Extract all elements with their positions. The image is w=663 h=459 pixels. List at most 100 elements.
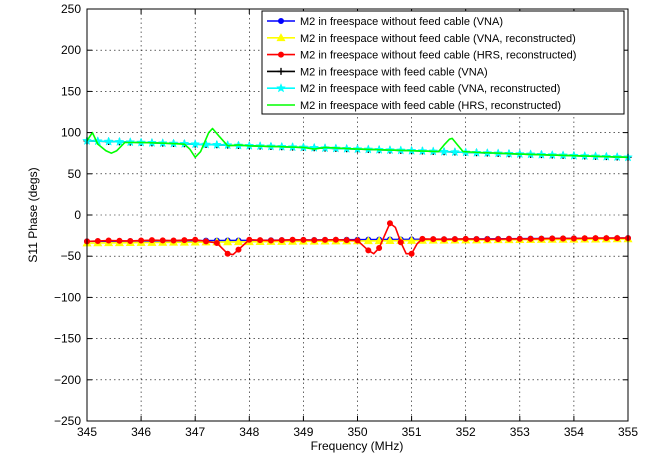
x-tick-label: 352 xyxy=(456,425,476,439)
data-point xyxy=(114,136,125,147)
data-point xyxy=(527,235,534,242)
legend-item: M2 in freespace without feed cable (HRS,… xyxy=(267,50,576,62)
y-tick-label: 200 xyxy=(61,43,81,57)
data-point xyxy=(277,67,285,75)
data-point xyxy=(538,235,545,242)
data-point xyxy=(430,236,437,243)
legend-item: M2 in freespace with feed cable (HRS, re… xyxy=(267,100,561,112)
data-point xyxy=(495,236,502,243)
data-point xyxy=(484,236,491,243)
x-tick-label: 348 xyxy=(239,425,259,439)
data-point xyxy=(592,235,599,242)
data-point xyxy=(473,236,480,243)
data-point xyxy=(311,237,318,244)
data-point xyxy=(451,236,458,243)
data-point xyxy=(235,246,242,253)
data-point xyxy=(614,235,621,242)
data-point xyxy=(300,236,307,243)
data-point xyxy=(170,237,177,244)
data-point xyxy=(354,237,361,244)
data-point xyxy=(397,239,404,246)
series-3 xyxy=(84,220,632,257)
data-point xyxy=(148,237,155,244)
data-point xyxy=(570,235,577,242)
x-tick-label: 350 xyxy=(347,425,367,439)
data-point xyxy=(505,235,512,242)
x-tick-label: 346 xyxy=(131,425,151,439)
data-point xyxy=(276,82,286,93)
data-point xyxy=(105,237,112,244)
legend-label: M2 in freespace without feed cable (VNA) xyxy=(300,16,503,28)
data-point xyxy=(181,237,188,244)
y-tick-label: 100 xyxy=(61,126,81,140)
legend-box xyxy=(261,10,625,115)
data-point xyxy=(322,236,329,243)
data-point xyxy=(276,33,286,42)
data-point xyxy=(376,244,383,251)
data-point xyxy=(233,237,243,246)
data-point xyxy=(439,146,450,156)
data-point xyxy=(159,237,166,244)
data-point xyxy=(278,237,285,244)
data-point xyxy=(408,250,415,257)
x-tick-label: 349 xyxy=(293,425,313,439)
data-point xyxy=(516,235,523,242)
data-point xyxy=(441,236,448,243)
legend-item: M2 in freespace with feed cable (VNA) xyxy=(267,66,488,78)
y-tick-label: 250 xyxy=(61,2,81,16)
y-tick-label: 0 xyxy=(74,208,81,222)
data-point xyxy=(603,235,610,242)
y-tick-label: −200 xyxy=(54,373,81,387)
x-axis-label: Frequency (MHz) xyxy=(311,439,404,453)
data-point xyxy=(289,236,296,243)
y-tick-label: −250 xyxy=(54,414,81,428)
y-tick-label: −100 xyxy=(54,290,81,304)
legend-label: M2 in freespace with feed cable (VNA, re… xyxy=(300,83,560,95)
data-point xyxy=(213,240,220,247)
data-point xyxy=(419,235,426,242)
legend-label: M2 in freespace without feed cable (HRS,… xyxy=(300,50,576,62)
data-point xyxy=(211,139,222,150)
legend-label: M2 in freespace without feed cable (VNA,… xyxy=(300,33,576,45)
data-point xyxy=(407,235,417,244)
data-point xyxy=(343,237,350,244)
data-point xyxy=(94,237,101,244)
legend-item: M2 in freespace without feed cable (VNA,… xyxy=(267,33,576,45)
data-point xyxy=(246,236,253,243)
y-tick-label: 150 xyxy=(61,84,81,98)
data-point xyxy=(103,136,114,146)
axis-ticks: 345 346 347 348 349 350 351 352 353 354 355 −250 −20… xyxy=(54,2,638,439)
data-point xyxy=(127,237,134,244)
x-tick-label: 345 xyxy=(77,425,97,439)
data-point xyxy=(449,146,460,157)
data-point xyxy=(365,247,372,254)
legend-item: M2 in freespace with feed cable (VNA, re… xyxy=(267,82,560,95)
data-point xyxy=(267,237,274,244)
x-tick-label: 347 xyxy=(185,425,205,439)
legend-label: M2 in freespace with feed cable (HRS, re… xyxy=(300,100,561,112)
y-tick-label: −50 xyxy=(61,249,82,263)
x-tick-label: 354 xyxy=(564,425,584,439)
data-point xyxy=(549,235,556,242)
data-point xyxy=(385,236,395,245)
data-point xyxy=(332,236,339,243)
data-point xyxy=(224,250,231,257)
x-tick-label: 353 xyxy=(510,425,530,439)
data-point xyxy=(581,235,588,242)
data-point xyxy=(277,51,284,58)
data-point xyxy=(138,237,145,244)
data-point xyxy=(203,238,210,245)
series-6 xyxy=(86,127,629,159)
series-line xyxy=(86,127,629,159)
data-point xyxy=(201,139,211,149)
legend-item: M2 in freespace without feed cable (VNA) xyxy=(267,16,503,28)
x-tick-label: 355 xyxy=(618,425,638,439)
legend-label: M2 in freespace with feed cable (VNA) xyxy=(300,66,488,78)
y-tick-label: −150 xyxy=(54,332,81,346)
data-point xyxy=(386,220,393,227)
data-point xyxy=(116,237,123,244)
data-point xyxy=(257,237,264,244)
y-axis-label: S11 Phase (degs) xyxy=(26,167,40,262)
data-point xyxy=(560,235,567,242)
